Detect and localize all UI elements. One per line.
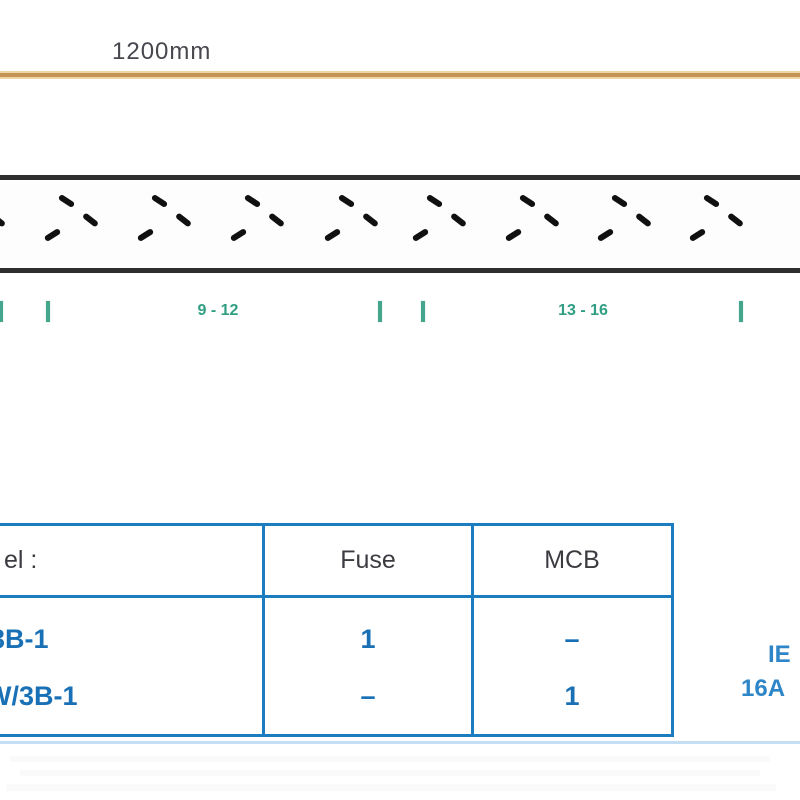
faded-rule xyxy=(0,741,800,744)
socket-slot-mark xyxy=(411,227,430,243)
socket-slot-mark xyxy=(81,212,100,228)
table-border-bottom xyxy=(0,734,674,737)
dimension-line xyxy=(0,73,800,77)
table-header-model: el : xyxy=(4,546,38,574)
side-note-line-1: IE xyxy=(768,641,791,668)
mcb-value-row-1: – xyxy=(564,624,580,654)
fuse-value-row-2: – xyxy=(360,681,376,711)
model-row-2: W/3B-1 xyxy=(0,681,78,711)
socket-slot-mark xyxy=(229,227,248,243)
socket-slot-mark xyxy=(243,193,262,209)
table-header-mcb: MCB xyxy=(544,546,600,574)
group-tick-mark xyxy=(0,301,3,322)
socket-slot-mark xyxy=(610,193,629,209)
socket-slot-mark xyxy=(702,193,721,209)
socket-slot-mark xyxy=(43,227,62,243)
mcb-value-row-2: 1 xyxy=(564,681,580,711)
socket-slot-mark xyxy=(0,212,7,228)
dimension-label: 1200mm xyxy=(112,38,212,65)
fuse-value-row-1: 1 xyxy=(360,624,376,654)
group-tick-mark xyxy=(739,301,743,322)
socket-slot-mark xyxy=(726,212,745,228)
socket-slot-mark xyxy=(337,193,356,209)
group-tick-mark xyxy=(421,301,425,322)
socket-slot-mark xyxy=(57,193,76,209)
socket-slot-mark xyxy=(542,212,561,228)
outlet-group-label: 13 - 16 xyxy=(558,302,608,319)
socket-slot-mark xyxy=(323,227,342,243)
side-note-line-2: 16A xyxy=(741,675,786,702)
table-header-fuse: Fuse xyxy=(340,546,396,574)
socket-slot-mark xyxy=(518,193,537,209)
socket-slot-mark xyxy=(425,193,444,209)
socket-slot-mark xyxy=(136,227,155,243)
group-tick-mark xyxy=(378,301,382,322)
socket-slot-mark xyxy=(267,212,286,228)
table-divider-2 xyxy=(471,523,474,737)
socket-slot-mark xyxy=(174,212,193,228)
table-border-top xyxy=(0,523,674,526)
faded-content-row xyxy=(6,784,776,791)
socket-slot-mark xyxy=(688,227,707,243)
model-row-1: 3B-1 xyxy=(0,624,49,654)
socket-slot-mark xyxy=(449,212,468,228)
table-border-header xyxy=(0,595,674,598)
table-border-right xyxy=(671,523,674,737)
pdu-strip-body xyxy=(0,175,800,273)
socket-slot-mark xyxy=(361,212,380,228)
socket-slot-mark xyxy=(596,227,615,243)
group-tick-mark xyxy=(46,301,50,322)
faded-content-row xyxy=(10,756,770,762)
socket-slot-mark xyxy=(150,193,169,209)
socket-slot-mark xyxy=(634,212,653,228)
socket-slot-mark xyxy=(504,227,523,243)
outlet-group-label: 9 - 12 xyxy=(197,302,239,319)
table-divider-1 xyxy=(262,523,265,737)
faded-content-row xyxy=(20,770,760,776)
